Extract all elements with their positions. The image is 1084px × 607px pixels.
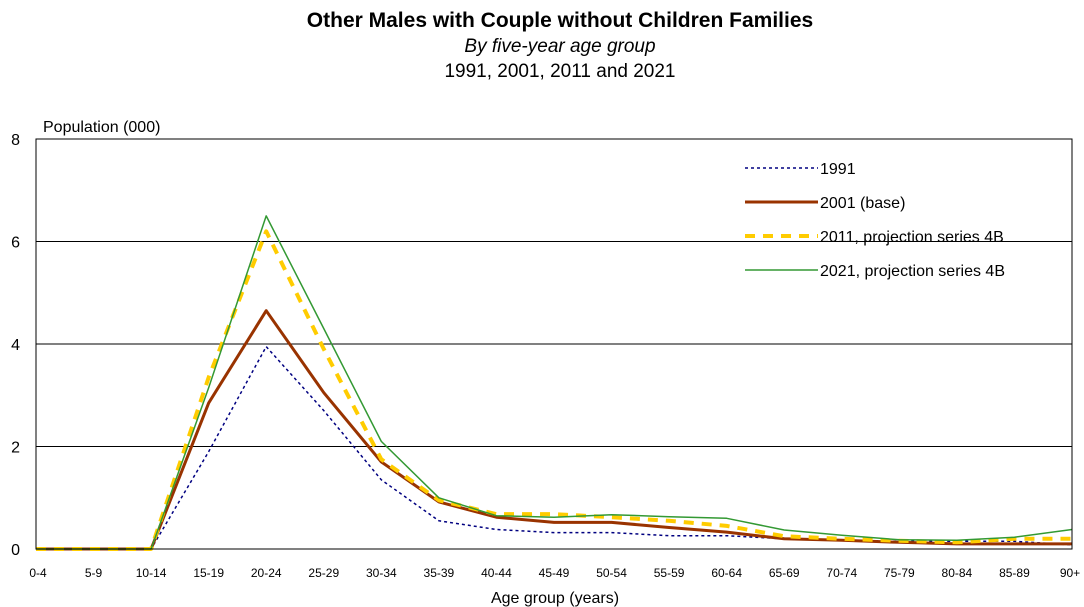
y-tick-label-8: 8	[11, 132, 20, 149]
series-lines	[36, 215, 1073, 551]
gridlines	[36, 241, 1072, 447]
x-tick-label-85-89: 85-89	[999, 566, 1030, 580]
legend-label-2: 2011, projection series 4B	[820, 229, 1004, 246]
chart-subtitle: By five-year age group	[464, 36, 655, 57]
x-tick-label-40-44: 40-44	[481, 566, 512, 580]
x-tick-label-70-74: 70-74	[826, 566, 857, 580]
x-tick-label-25-29: 25-29	[308, 566, 339, 580]
legend-label-1: 2001 (base)	[820, 195, 905, 212]
y-axis-ticks: 0 2 4 6 8	[11, 132, 20, 559]
legend-label-3: 2021, projection series 4B	[820, 263, 1005, 280]
y-axis-label: Population (000)	[43, 119, 160, 136]
x-tick-label-0-4: 0-4	[29, 566, 47, 580]
y-tick-label-2: 2	[11, 440, 20, 457]
x-tick-label-80-84: 80-84	[942, 566, 973, 580]
x-tick-label-65-69: 65-69	[769, 566, 800, 580]
x-tick-label-30-34: 30-34	[366, 566, 397, 580]
legend: 1991 2001 (base) 2011, projection series 4…	[745, 161, 1005, 280]
chart-title: Other Males with Couple without Children…	[307, 9, 813, 32]
plot-area-border	[35, 138, 1073, 550]
x-tick-label-75-79: 75-79	[884, 566, 915, 580]
x-tick-label-50-54: 50-54	[596, 566, 627, 580]
y-tick-label-4: 4	[11, 337, 20, 354]
x-tick-label-35-39: 35-39	[424, 566, 455, 580]
y-tick-label-0: 0	[11, 542, 20, 559]
x-tick-label-5-9: 5-9	[85, 566, 103, 580]
x-tick-label-60-64: 60-64	[711, 566, 742, 580]
x-axis-ticks: 0-4 5-9 10-14 15-19 20-24 25-29 30-34 35-39 40-4…	[29, 566, 1080, 580]
legend-label-0: 1991	[820, 161, 856, 178]
x-tick-label-15-19: 15-19	[193, 566, 224, 580]
x-tick-label-90+: 90+	[1060, 566, 1080, 580]
x-tick-label-45-49: 45-49	[539, 566, 570, 580]
y-tick-label-6: 6	[11, 235, 20, 252]
x-tick-label-20-24: 20-24	[251, 566, 282, 580]
chart-subtitle-years: 1991, 2001, 2011 and 2021	[444, 61, 675, 82]
series-line-2	[36, 229, 1072, 551]
x-tick-label-55-59: 55-59	[654, 566, 685, 580]
x-axis-label: Age group (years)	[491, 590, 619, 607]
series-line-3	[36, 215, 1073, 550]
x-tick-label-10-14: 10-14	[136, 566, 167, 580]
